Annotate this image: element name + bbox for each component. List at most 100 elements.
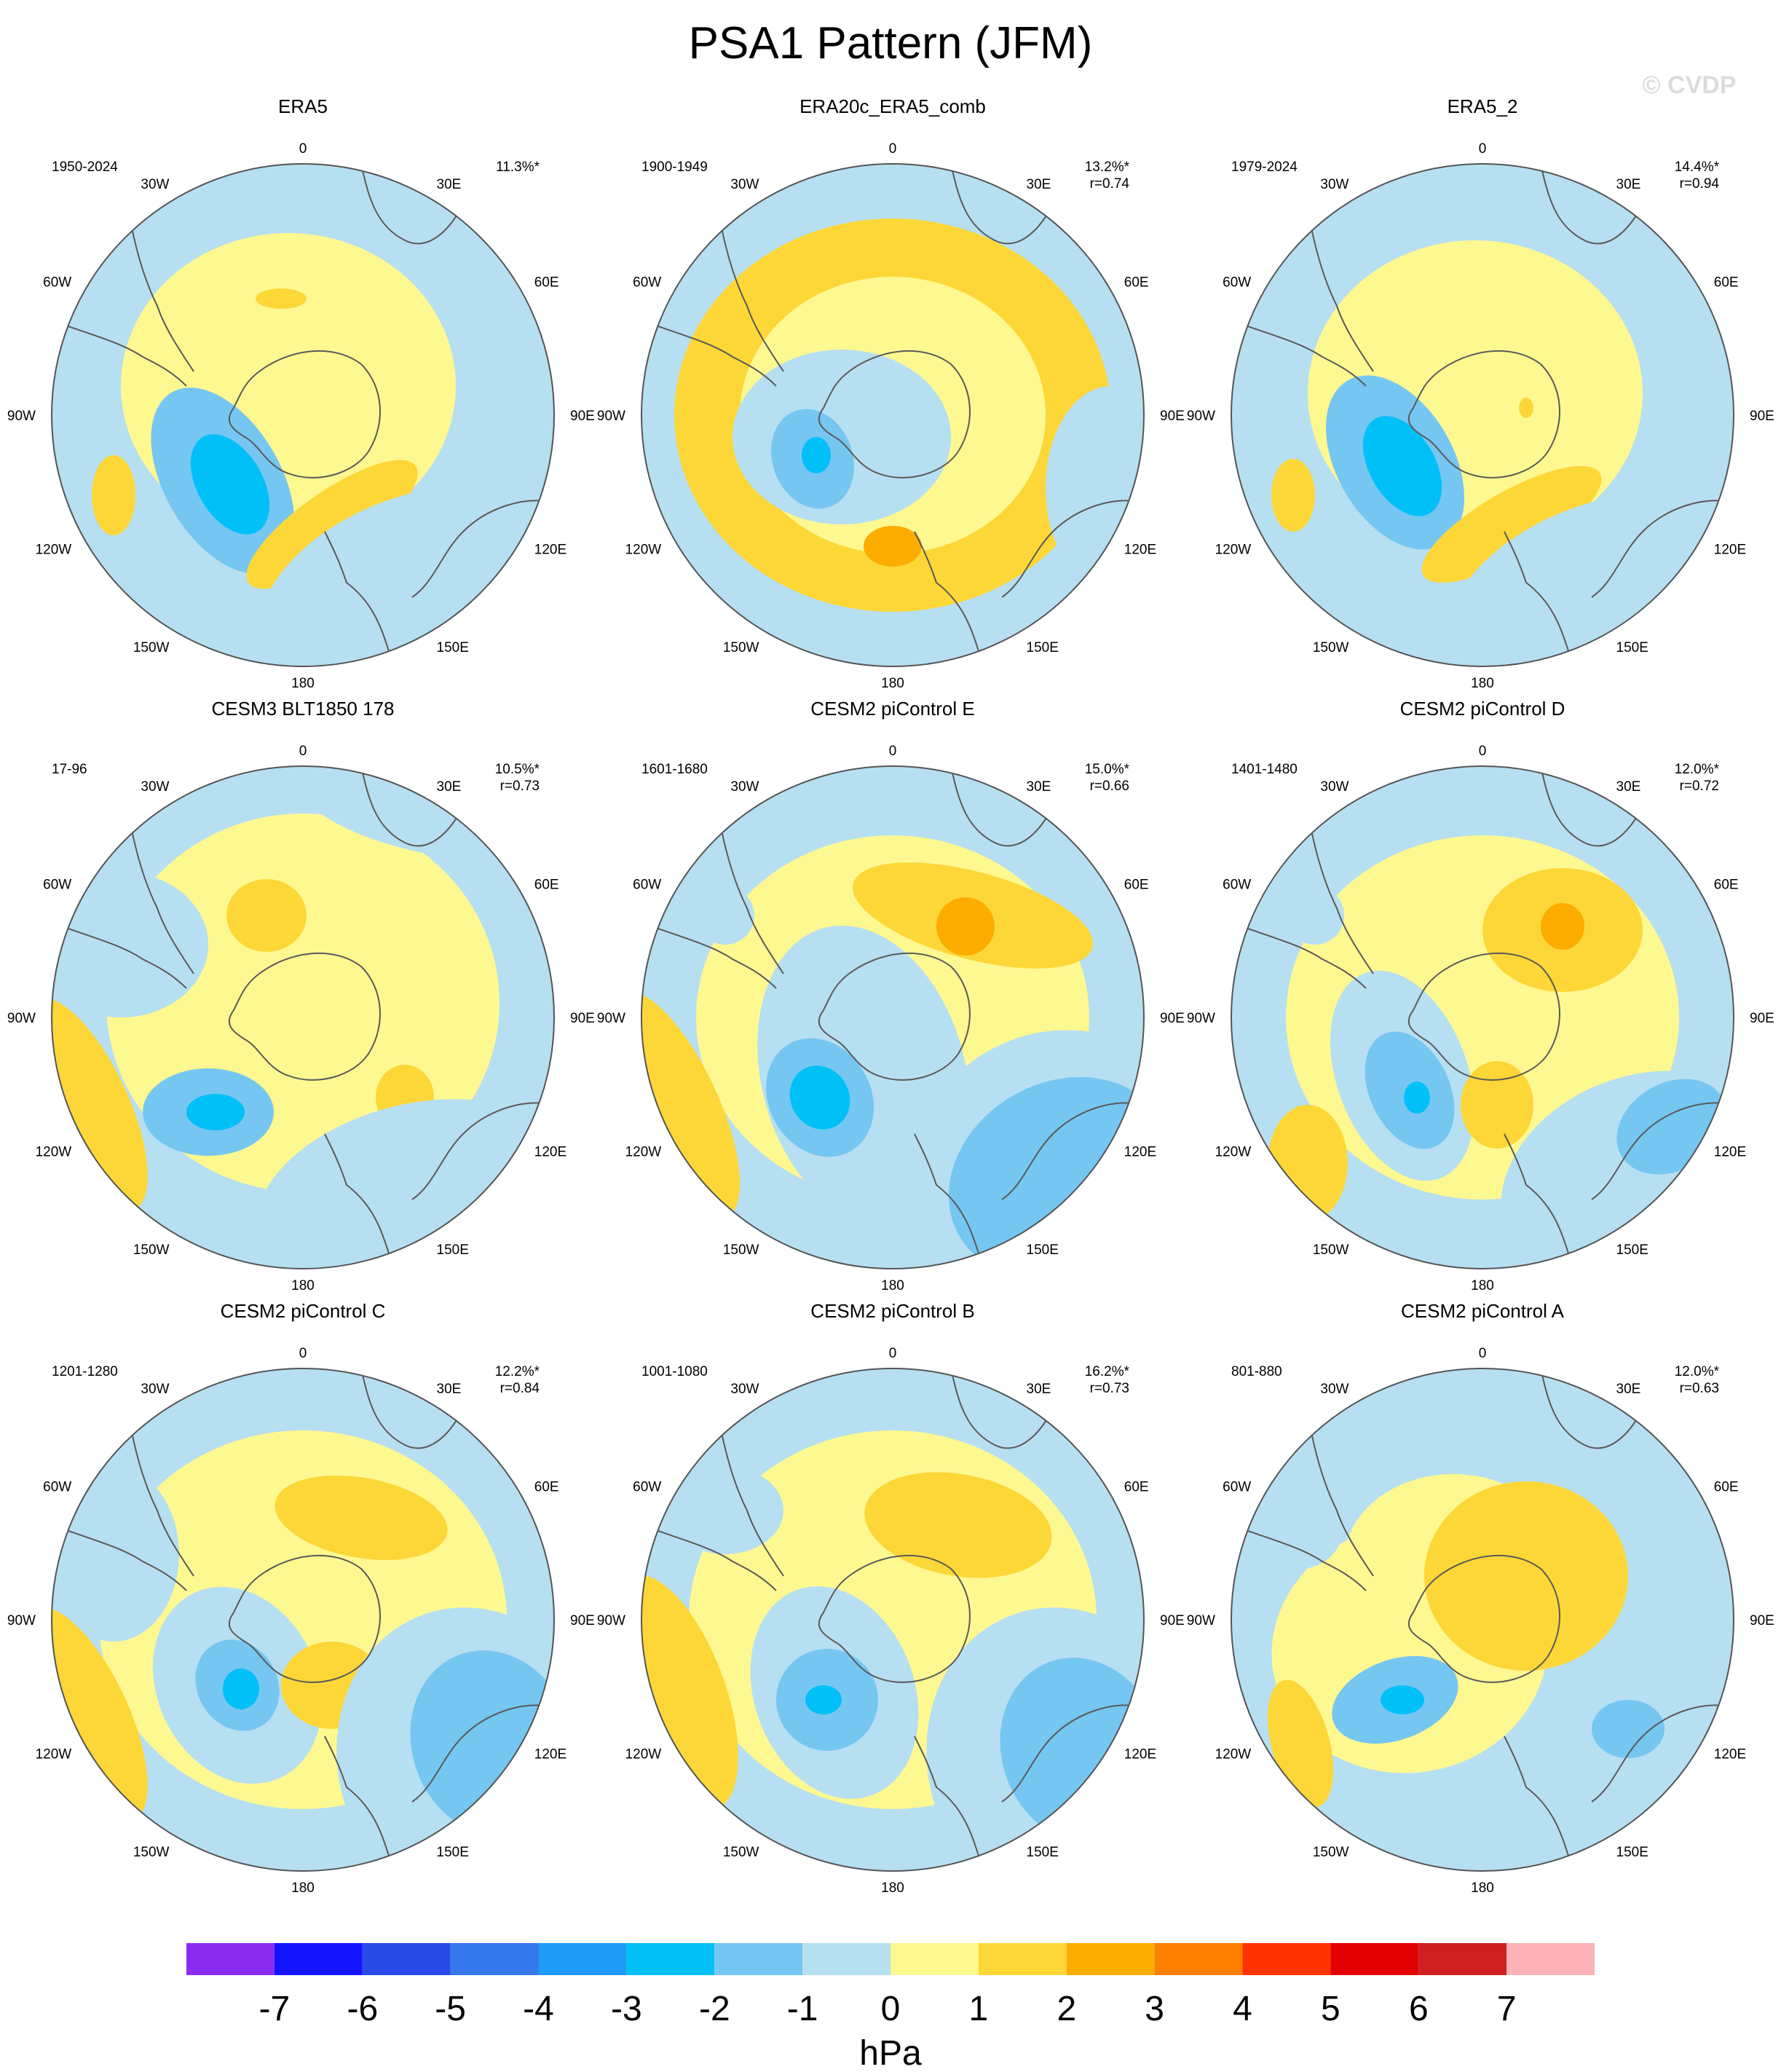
lon-label: 90W bbox=[1187, 1613, 1215, 1628]
lon-label: 60E bbox=[1124, 878, 1149, 893]
lon-label: 150E bbox=[437, 1845, 469, 1860]
lon-label: 90W bbox=[597, 409, 625, 424]
lon-label: 0 bbox=[299, 744, 307, 759]
contour-region bbox=[1268, 1105, 1348, 1221]
lon-label: 90E bbox=[1160, 1613, 1185, 1628]
australia-nz-outline bbox=[914, 1102, 1144, 1258]
lon-label: 30W bbox=[141, 177, 169, 192]
lon-label: 90W bbox=[7, 1011, 36, 1026]
lon-label: 150W bbox=[1313, 1845, 1349, 1860]
panel-title: ERA20c_ERA5_comb bbox=[799, 95, 986, 117]
map-panel: 0 30E 60E 90E 120E 150E 180 150W 120W 90W 60W 30W CE… bbox=[1187, 1300, 1774, 1896]
lon-label: 90W bbox=[7, 409, 36, 424]
contour-region bbox=[1541, 903, 1584, 950]
colorbar-tick-label: -5 bbox=[435, 1990, 466, 2028]
panel-pattern-corr: r=0.74 bbox=[1090, 176, 1130, 192]
lon-label: 120E bbox=[1714, 543, 1746, 558]
colorbar-tick-label: 4 bbox=[1233, 1990, 1252, 2028]
panel-title: ERA5 bbox=[278, 95, 328, 117]
contour-region bbox=[52, 1467, 179, 1642]
map-panel: 0 30E 60E 90E 120E 150E 180 150W 120W 90W 60W 30W CE… bbox=[7, 698, 595, 1293]
antarctica-outline bbox=[818, 1554, 971, 1683]
colorbar-tick-label: 7 bbox=[1497, 1990, 1517, 2028]
panel-period: 1979-2024 bbox=[1231, 159, 1298, 175]
antarctica-outline bbox=[1407, 350, 1560, 478]
lon-label: 30W bbox=[141, 1382, 169, 1397]
lon-label: 90E bbox=[1750, 409, 1774, 424]
panel-variance-pct: 12.2%* bbox=[495, 1364, 540, 1379]
colorbar-tick-label: -1 bbox=[787, 1990, 818, 2028]
contour-region bbox=[805, 1685, 842, 1714]
lon-label: 120E bbox=[534, 543, 566, 558]
contour-region bbox=[1042, 208, 1078, 244]
africa-outline bbox=[360, 1368, 464, 1449]
lon-label: 120W bbox=[1215, 1145, 1252, 1160]
map-panel: 0 30E 60E 90E 120E 150E 180 150W 120W 90W 60W 30W CE… bbox=[1187, 698, 1774, 1293]
lon-label: 90E bbox=[570, 409, 595, 424]
lon-label: 60W bbox=[43, 275, 71, 291]
map-panel: 0 30E 60E 90E 120E 150E 180 150W 120W 90W 60W 30W ER… bbox=[7, 95, 595, 691]
panel-period: 17-96 bbox=[52, 762, 87, 777]
lon-label: 90W bbox=[1187, 1011, 1215, 1026]
contour-region bbox=[864, 526, 922, 567]
panel-title: CESM3 BLT1850 178 bbox=[212, 698, 395, 720]
panel-title: CESM2 piControl A bbox=[1401, 1300, 1565, 1322]
lon-label: 180 bbox=[881, 1278, 904, 1293]
lon-label: 180 bbox=[881, 676, 904, 691]
panel-period: 1950-2024 bbox=[52, 159, 118, 175]
lon-label: 0 bbox=[1479, 744, 1487, 759]
lon-label: 30E bbox=[1027, 779, 1051, 795]
colorbar-swatch bbox=[1506, 1943, 1595, 1975]
map-panel: 0 30E 60E 90E 120E 150E 180 150W 120W 90W 60W 30W CE… bbox=[7, 1300, 595, 1896]
lon-label: 150W bbox=[723, 1242, 759, 1258]
panel-period: 1001-1080 bbox=[641, 1364, 708, 1379]
lon-label: 120E bbox=[534, 1747, 566, 1762]
map-boundary bbox=[1231, 765, 1734, 1269]
colorbar-tick-label: -4 bbox=[523, 1990, 554, 2028]
lon-label: 180 bbox=[881, 1880, 904, 1896]
lon-label: 120W bbox=[36, 1747, 72, 1762]
colorbar-units-label: hPa bbox=[859, 2034, 922, 2072]
contour-region bbox=[186, 1094, 245, 1130]
contour-region bbox=[1286, 886, 1344, 945]
colorbar-swatch bbox=[538, 1943, 627, 1975]
contour-region bbox=[936, 897, 995, 956]
colorbar-swatch bbox=[1242, 1943, 1331, 1975]
lon-label: 180 bbox=[291, 676, 315, 691]
colorbar-tick-label: 1 bbox=[969, 1990, 989, 2028]
map-field bbox=[1231, 164, 1734, 666]
lon-label: 60E bbox=[1124, 1480, 1149, 1495]
lon-label: 90W bbox=[7, 1613, 36, 1628]
australia-nz-outline bbox=[1504, 1102, 1734, 1258]
contour-region bbox=[190, 434, 270, 535]
panel-pattern-corr: r=0.63 bbox=[1680, 1381, 1719, 1396]
lon-label: 30W bbox=[141, 779, 169, 795]
contour-region bbox=[246, 460, 418, 589]
lon-label: 30W bbox=[1320, 779, 1348, 795]
lon-label: 120E bbox=[1124, 1747, 1156, 1762]
map-field bbox=[641, 1368, 1144, 1871]
panel-pattern-corr: r=0.73 bbox=[1090, 1381, 1129, 1396]
contour-region bbox=[1257, 1481, 1344, 1569]
colorbar-tick-label: 6 bbox=[1409, 1990, 1429, 2028]
antarctica-outline bbox=[228, 952, 381, 1081]
antarctica-outline bbox=[228, 350, 381, 478]
colorbar-tick-label: 2 bbox=[1057, 1990, 1076, 2028]
panel-variance-pct: 11.3%* bbox=[496, 159, 540, 175]
map-field bbox=[1231, 1368, 1734, 1871]
lon-label: 90E bbox=[570, 1613, 595, 1628]
lon-label: 60E bbox=[1714, 275, 1739, 291]
panel-variance-pct: 12.0%* bbox=[1675, 762, 1720, 777]
lon-label: 120E bbox=[1714, 1145, 1746, 1160]
panel-period: 801-880 bbox=[1231, 1364, 1282, 1379]
lon-label: 60E bbox=[534, 878, 559, 893]
panels: 0 30E 60E 90E 120E 150E 180 150W 120W 90W 60W 30W ER… bbox=[7, 95, 1774, 1896]
map-boundary bbox=[641, 765, 1145, 1269]
lon-label: 150E bbox=[1616, 1242, 1648, 1258]
contour-region bbox=[52, 872, 208, 1017]
lon-label: 150E bbox=[1616, 640, 1648, 655]
lon-label: 150W bbox=[723, 640, 759, 655]
lon-label: 150W bbox=[133, 1845, 170, 1860]
africa-outline bbox=[950, 766, 1054, 847]
map-boundary bbox=[51, 765, 555, 1269]
